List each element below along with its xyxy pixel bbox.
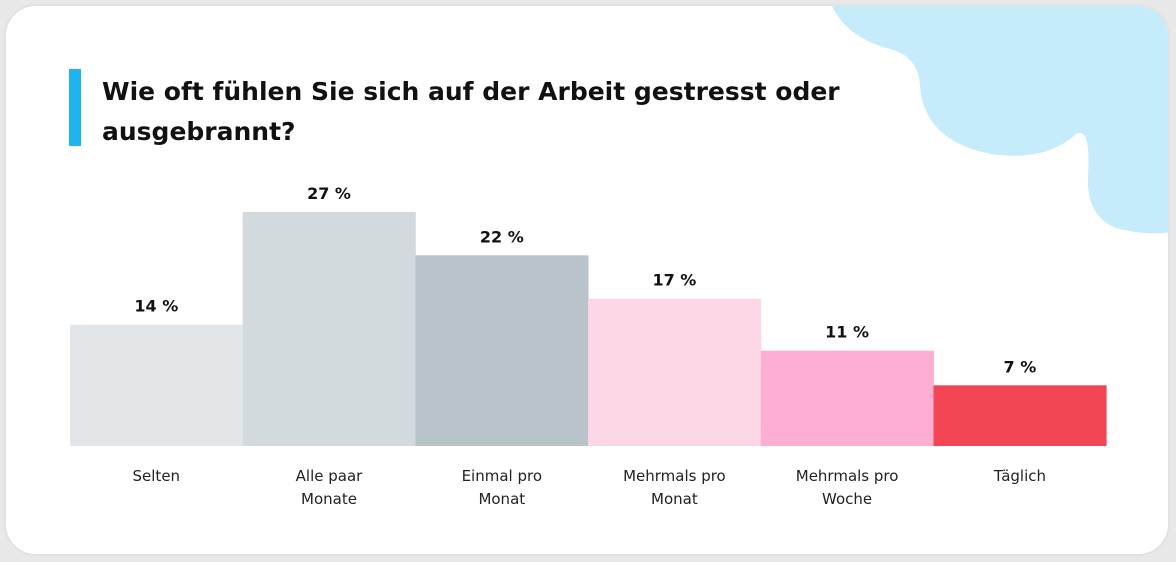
category-label-3-1: Monat: [651, 490, 698, 508]
category-label-3-0: Mehrmals pro: [623, 467, 726, 485]
value-label-4: 11 %: [825, 323, 869, 342]
chart-title: Wie oft fühlen Sie sich auf der Arbeit g…: [102, 77, 840, 146]
category-label-4-0: Mehrmals pro: [796, 467, 899, 485]
value-label-5: 7 %: [1004, 357, 1037, 376]
bar-1: [242, 212, 416, 446]
value-label-0: 14 %: [134, 297, 178, 316]
category-label-4-1: Woche: [822, 490, 872, 508]
bar-chart: 14 % Selten 27 % Alle paar Monate 22 % Einmal …: [70, 184, 1107, 508]
bar-3: [588, 298, 762, 446]
value-label-3: 17 %: [652, 271, 696, 290]
category-label-1-1: Monate: [301, 490, 357, 508]
blob-shape: [832, 6, 1168, 234]
title-accent-bar: [69, 69, 81, 146]
chart-card: Wie oft fühlen Sie sich auf der Arbeit g…: [4, 4, 1170, 556]
category-label-1-0: Alle paar: [296, 467, 363, 485]
bar-0: [70, 324, 244, 446]
bar-5: [933, 385, 1107, 446]
category-label-5-0: Täglich: [993, 467, 1046, 485]
bar-4: [760, 350, 934, 446]
category-label-2-1: Monat: [478, 490, 525, 508]
bar-2: [415, 255, 589, 446]
category-label-2-0: Einmal pro: [462, 467, 542, 485]
value-label-2: 22 %: [480, 227, 524, 246]
decorative-blob: [832, 6, 1168, 234]
category-label-0-0: Selten: [133, 467, 181, 485]
value-label-1: 27 %: [307, 184, 351, 203]
